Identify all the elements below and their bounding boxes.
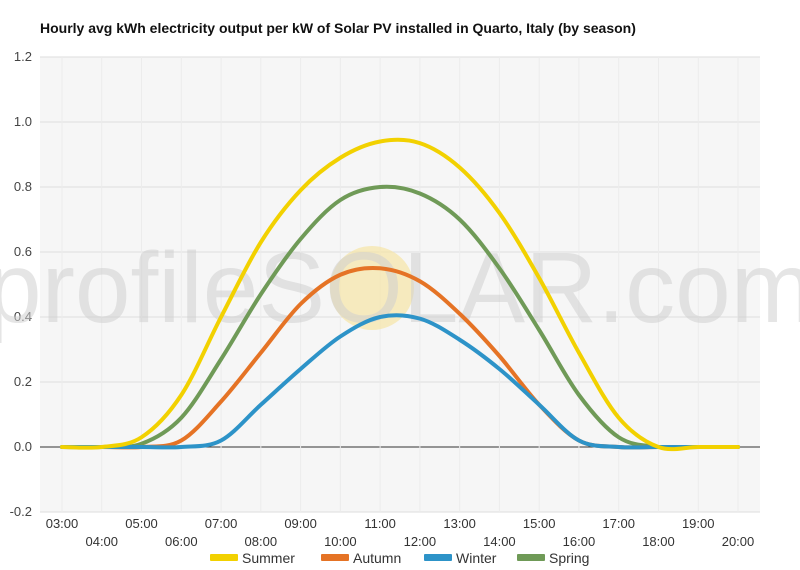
y-tick-label: 0.2 (14, 374, 32, 389)
y-tick-label: 0.0 (14, 439, 32, 454)
x-tick-label: 04:00 (85, 534, 118, 549)
x-tick-label: 10:00 (324, 534, 357, 549)
watermark-text: profileSOLAR.com (0, 232, 800, 344)
series-line-spring (60, 184, 740, 450)
x-tick-label: 14:00 (483, 534, 516, 549)
x-tick-label: 09:00 (284, 516, 317, 531)
x-tick-label: 16:00 (563, 534, 596, 549)
legend-swatch-summer (210, 554, 238, 561)
x-tick-label: 18:00 (642, 534, 675, 549)
x-tick-label: 19:00 (682, 516, 715, 531)
x-tick-label: 07:00 (205, 516, 238, 531)
legend-label-spring: Spring (549, 550, 589, 566)
x-tick-label: 05:00 (125, 516, 158, 531)
chart-title: Hourly avg kWh electricity output per kW… (40, 20, 636, 36)
y-tick-label: 0.6 (14, 244, 32, 259)
y-tick-label: 1.2 (14, 49, 32, 64)
legend-swatch-spring (517, 554, 545, 561)
x-tick-label: 13:00 (443, 516, 476, 531)
y-tick-label: 0.8 (14, 179, 32, 194)
series-line-winter (60, 313, 740, 450)
x-tick-label: 20:00 (722, 534, 755, 549)
x-tick-label: 15:00 (523, 516, 556, 531)
watermark-sun-icon (330, 246, 414, 330)
y-tick-label: -0.2 (10, 504, 32, 519)
x-tick-label: 08:00 (245, 534, 278, 549)
x-tick-label: 12:00 (404, 534, 437, 549)
legend-label-summer: Summer (242, 550, 295, 566)
legend-swatch-winter (424, 554, 452, 561)
legend-label-winter: Winter (456, 550, 497, 566)
y-tick-label: 0.4 (14, 309, 32, 324)
series-line-summer (60, 137, 740, 452)
y-tick-label: 1.0 (14, 114, 32, 129)
x-tick-label: 03:00 (46, 516, 79, 531)
x-tick-label: 06:00 (165, 534, 198, 549)
x-tick-label: 17:00 (602, 516, 635, 531)
legend-swatch-autumn (321, 554, 349, 561)
legend-label-autumn: Autumn (353, 550, 401, 566)
x-tick-label: 11:00 (364, 516, 396, 531)
